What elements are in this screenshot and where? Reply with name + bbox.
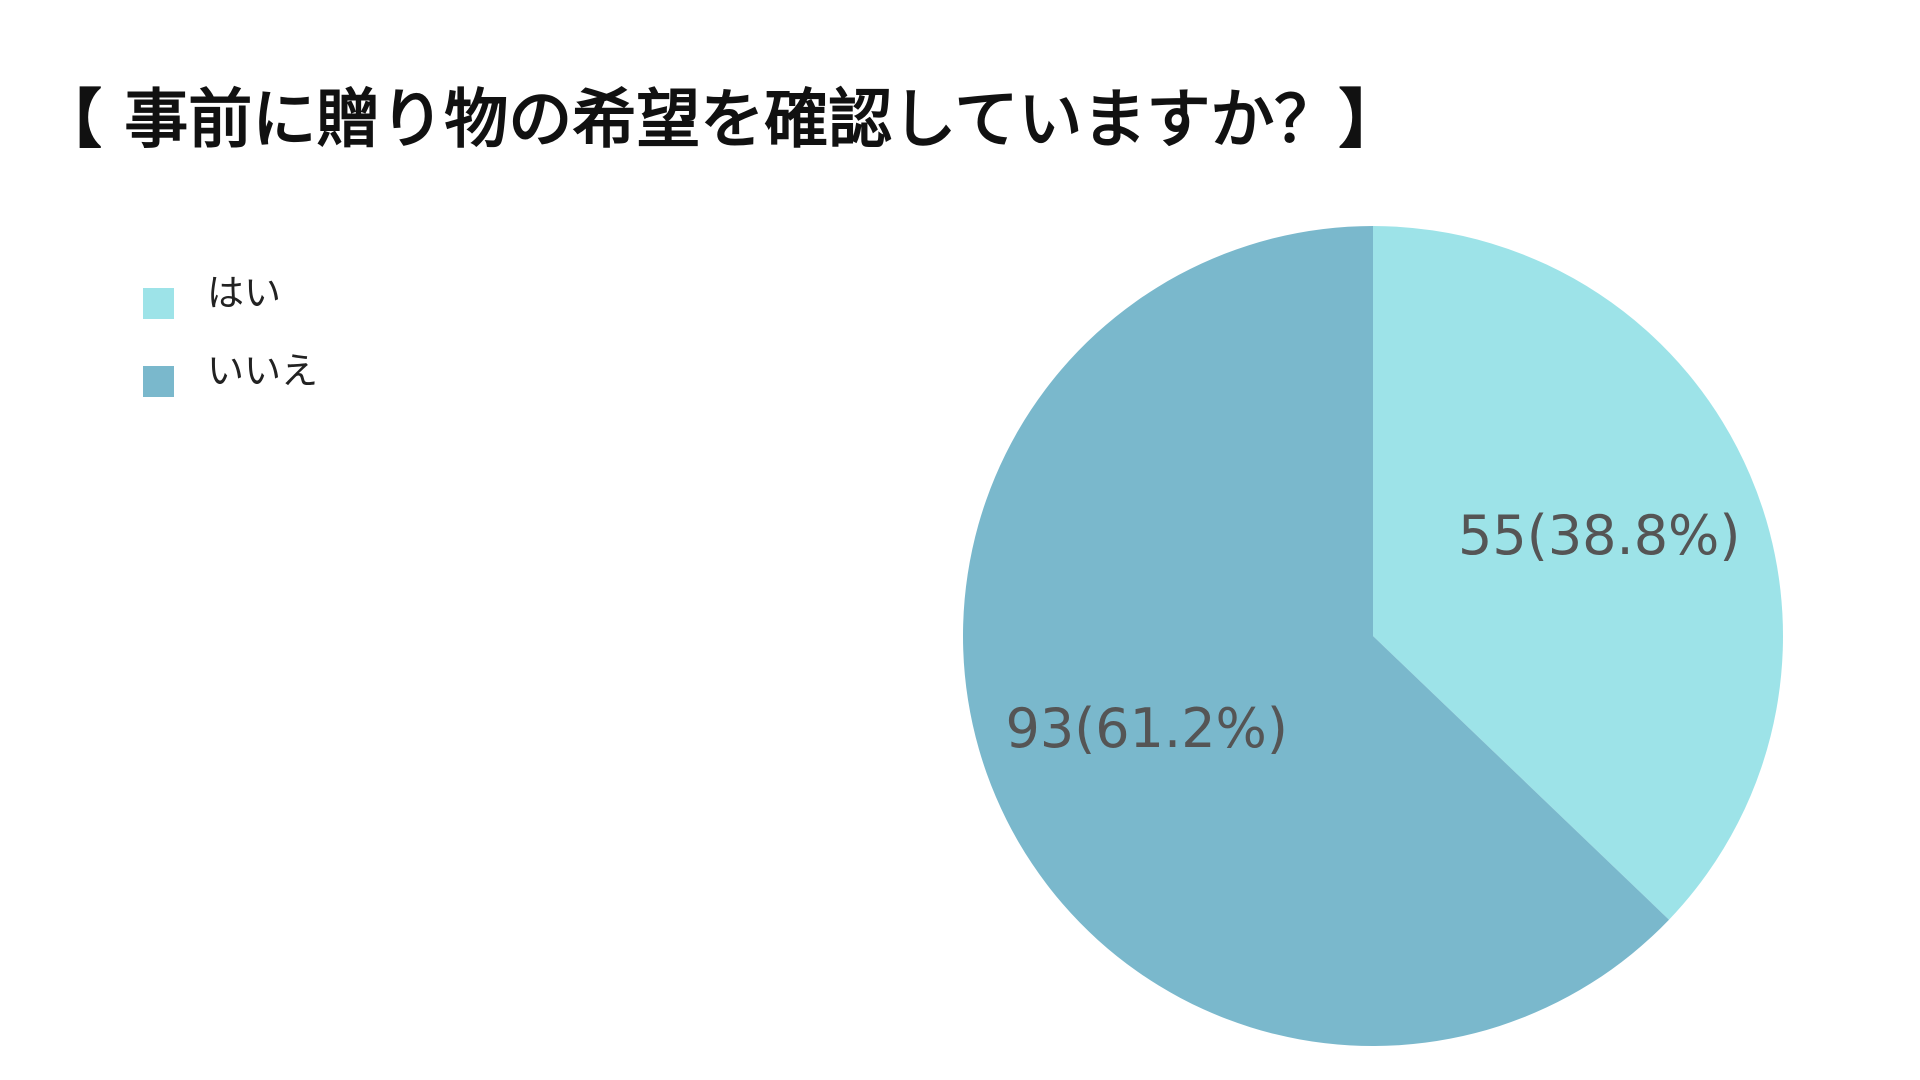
legend-swatch bbox=[143, 366, 174, 397]
pie-slice bbox=[962, 226, 1670, 1046]
legend-swatch bbox=[143, 288, 174, 319]
chart-title: 【 事前に贈り物の希望を確認していますか？】 bbox=[38, 84, 1402, 158]
legend-label: いいえ bbox=[207, 350, 318, 393]
legend-label: はい bbox=[207, 272, 281, 315]
data-label: 93(61.2%) bbox=[1006, 697, 1288, 760]
pie-slice bbox=[1373, 226, 1783, 920]
data-label: 55(38.8%) bbox=[1458, 504, 1740, 567]
